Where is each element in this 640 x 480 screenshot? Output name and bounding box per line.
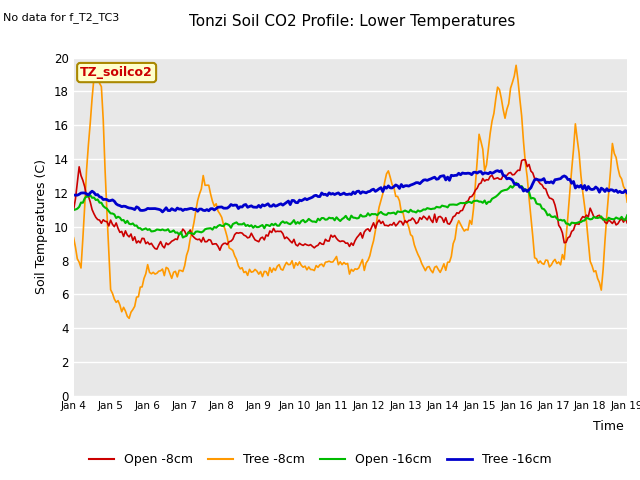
Y-axis label: Soil Temperatures (C): Soil Temperatures (C) xyxy=(35,159,48,294)
Text: TZ_soilco2: TZ_soilco2 xyxy=(80,66,153,79)
Text: No data for f_T2_TC3: No data for f_T2_TC3 xyxy=(3,12,120,23)
Legend: Open -8cm, Tree -8cm, Open -16cm, Tree -16cm: Open -8cm, Tree -8cm, Open -16cm, Tree -… xyxy=(84,448,556,471)
Text: Tonzi Soil CO2 Profile: Lower Temperatures: Tonzi Soil CO2 Profile: Lower Temperatur… xyxy=(189,14,515,29)
Text: Time: Time xyxy=(593,420,624,433)
